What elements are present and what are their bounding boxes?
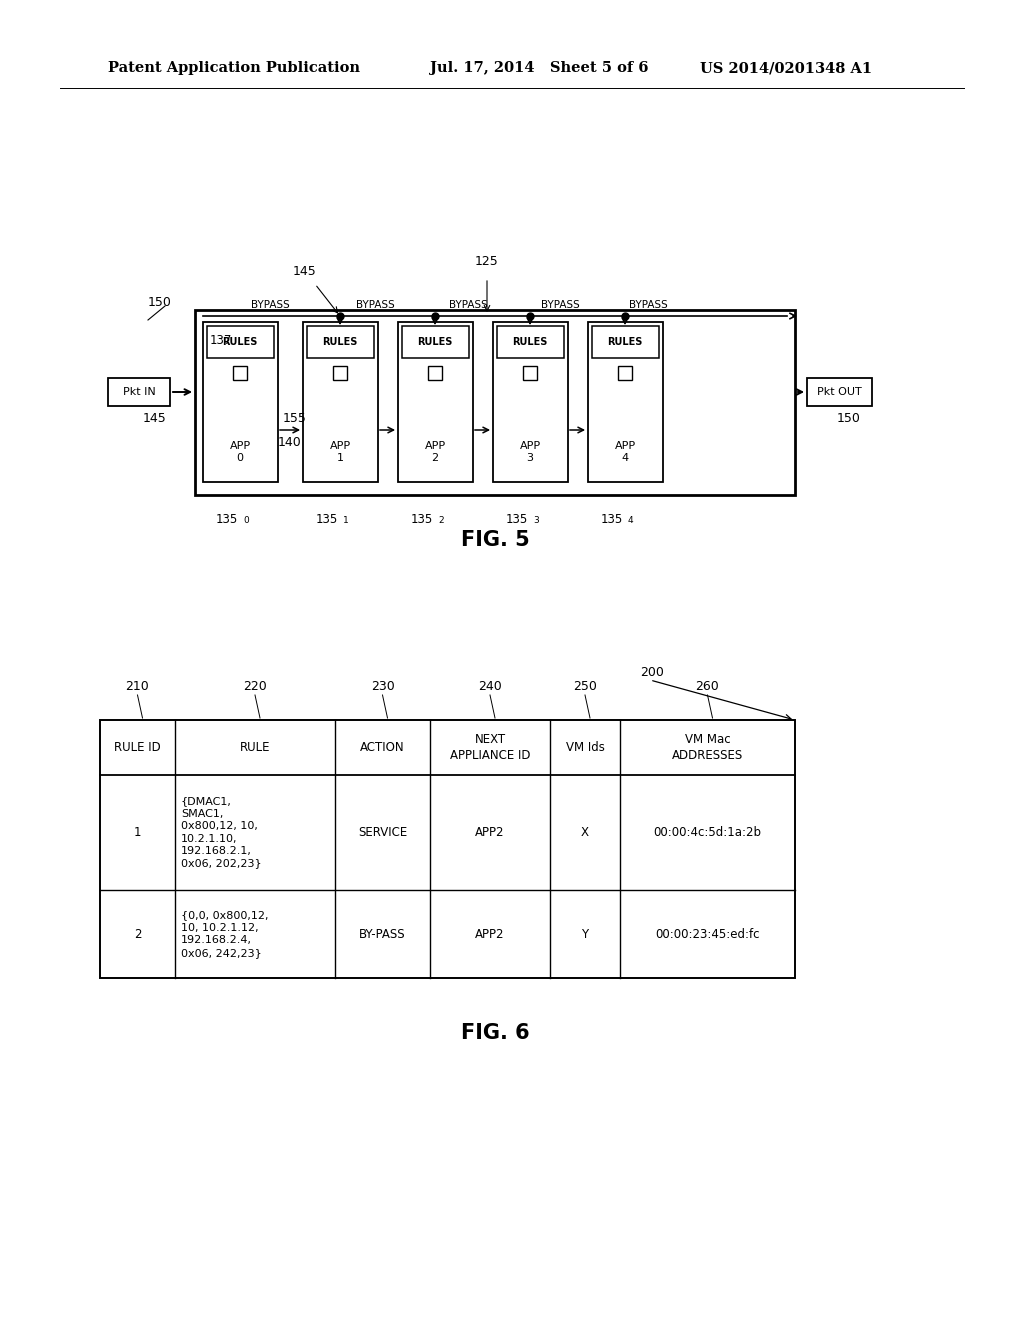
Bar <box>592 326 659 358</box>
Text: 220: 220 <box>243 680 267 693</box>
Text: RULES: RULES <box>607 337 643 347</box>
Text: RULES: RULES <box>512 337 548 347</box>
Text: 200: 200 <box>640 665 664 678</box>
Text: BYPASS: BYPASS <box>629 300 668 310</box>
Text: 135: 135 <box>216 513 238 525</box>
Text: 150: 150 <box>837 412 861 425</box>
Text: 135: 135 <box>506 513 528 525</box>
Bar <box>233 366 247 380</box>
Bar <box>807 378 872 407</box>
Text: 2: 2 <box>134 928 141 940</box>
Bar <box>303 322 378 482</box>
Text: 00:00:4c:5d:1a:2b: 00:00:4c:5d:1a:2b <box>653 826 762 840</box>
Text: BYPASS: BYPASS <box>251 300 290 310</box>
Text: 210: 210 <box>126 680 150 693</box>
Text: RULE ID: RULE ID <box>114 741 161 754</box>
Text: 00:00:23:45:ed:fc: 00:00:23:45:ed:fc <box>655 928 760 940</box>
Text: 135: 135 <box>411 513 433 525</box>
Bar <box>493 322 568 482</box>
Text: 145: 145 <box>142 412 166 425</box>
Text: 240: 240 <box>478 680 502 693</box>
Text: NEXT
APPLIANCE ID: NEXT APPLIANCE ID <box>450 733 530 762</box>
Bar <box>523 366 537 380</box>
Bar <box>402 326 469 358</box>
Text: 3: 3 <box>534 516 539 525</box>
Text: 250: 250 <box>573 680 597 693</box>
Text: BY-PASS: BY-PASS <box>359 928 406 940</box>
Text: ACTION: ACTION <box>360 741 404 754</box>
Text: 260: 260 <box>695 680 720 693</box>
Text: BYPASS: BYPASS <box>541 300 580 310</box>
Text: APP
3: APP 3 <box>519 441 541 463</box>
Text: APP
0: APP 0 <box>229 441 251 463</box>
Text: 2: 2 <box>438 516 443 525</box>
Text: 145: 145 <box>293 265 316 279</box>
Text: 135: 135 <box>315 513 338 525</box>
Text: RULES: RULES <box>418 337 453 347</box>
Bar <box>428 366 442 380</box>
Text: {0,0, 0x800,12,
10, 10.2.1.12,
192.168.2.4,
0x06, 242,23}: {0,0, 0x800,12, 10, 10.2.1.12, 192.168.2… <box>181 911 268 957</box>
Text: Pkt IN: Pkt IN <box>123 387 156 397</box>
Text: VM Mac
ADDRESSES: VM Mac ADDRESSES <box>672 733 743 762</box>
Text: 150: 150 <box>148 296 172 309</box>
Bar <box>195 310 795 495</box>
Text: 4: 4 <box>628 516 634 525</box>
Text: BYPASS: BYPASS <box>449 300 487 310</box>
Text: US 2014/0201348 A1: US 2014/0201348 A1 <box>700 61 872 75</box>
Bar <box>100 719 795 978</box>
Text: X: X <box>581 826 589 840</box>
Text: FIG. 6: FIG. 6 <box>461 1023 529 1043</box>
Text: 1: 1 <box>134 826 141 840</box>
Text: APP2: APP2 <box>475 928 505 940</box>
Text: SERVICE: SERVICE <box>357 826 408 840</box>
Text: 230: 230 <box>371 680 394 693</box>
Bar <box>203 322 278 482</box>
Text: Jul. 17, 2014   Sheet 5 of 6: Jul. 17, 2014 Sheet 5 of 6 <box>430 61 648 75</box>
Text: APP
4: APP 4 <box>614 441 636 463</box>
Text: 140: 140 <box>278 436 302 449</box>
Bar <box>333 366 347 380</box>
Text: RULE: RULE <box>240 741 270 754</box>
Text: RULES: RULES <box>323 337 357 347</box>
Bar <box>588 322 663 482</box>
Text: 155: 155 <box>283 412 307 425</box>
Bar <box>108 378 170 407</box>
Bar <box>207 326 274 358</box>
Text: 0: 0 <box>243 516 249 525</box>
Text: Pkt OUT: Pkt OUT <box>817 387 862 397</box>
Text: BYPASS: BYPASS <box>355 300 394 310</box>
Text: 125: 125 <box>475 255 499 268</box>
Bar <box>398 322 473 482</box>
Bar <box>618 366 632 380</box>
Text: 1: 1 <box>343 516 349 525</box>
Text: {DMAC1,
SMAC1,
0x800,12, 10,
10.2.1.10,
192.168.2.1,
0x06, 202,23}: {DMAC1, SMAC1, 0x800,12, 10, 10.2.1.10, … <box>181 796 261 869</box>
Bar <box>497 326 564 358</box>
Text: FIG. 5: FIG. 5 <box>461 531 529 550</box>
Text: APP
2: APP 2 <box>424 441 445 463</box>
Text: RULES: RULES <box>222 337 258 347</box>
Bar <box>307 326 374 358</box>
Text: 135: 135 <box>601 513 623 525</box>
Text: Y: Y <box>582 928 589 940</box>
Text: APP2: APP2 <box>475 826 505 840</box>
Text: 137: 137 <box>210 334 232 346</box>
Text: APP
1: APP 1 <box>330 441 350 463</box>
Text: Patent Application Publication: Patent Application Publication <box>108 61 360 75</box>
Text: VM Ids: VM Ids <box>565 741 604 754</box>
